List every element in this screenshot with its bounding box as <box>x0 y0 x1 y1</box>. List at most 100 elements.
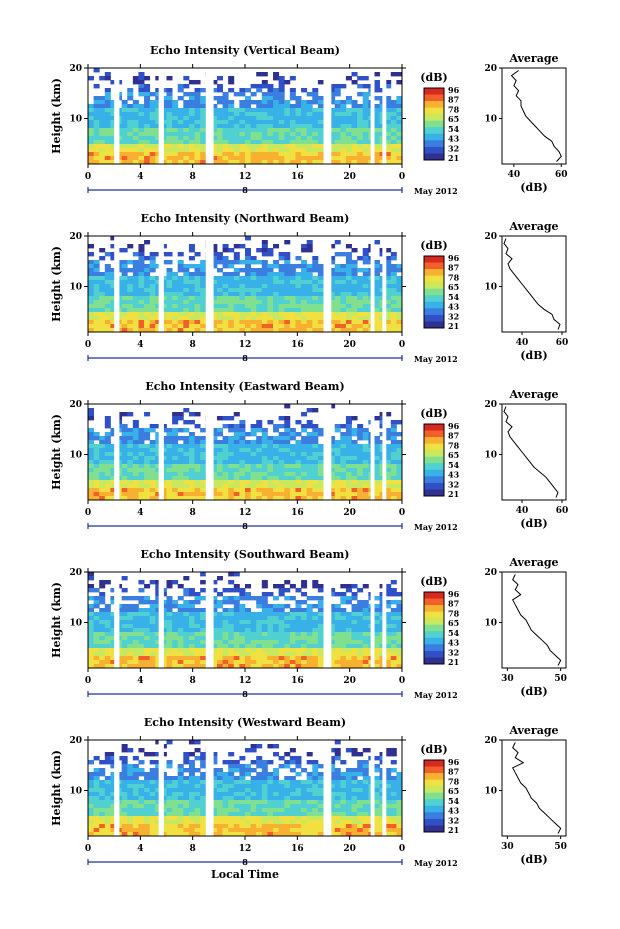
heatmap-cell <box>295 624 302 629</box>
heatmap-cell <box>121 316 128 321</box>
heatmap-cell <box>183 284 190 289</box>
heatmap-cell <box>267 452 274 457</box>
heatmap-cell <box>216 316 223 321</box>
heatmap-cell <box>211 792 218 797</box>
heatmap-cell <box>334 300 341 305</box>
heatmap-cell <box>357 428 364 433</box>
heatmap-cell <box>183 452 190 457</box>
heatmap-cell <box>228 476 235 481</box>
heatmap-cell <box>390 472 397 477</box>
heatmap-cell <box>357 112 364 117</box>
heatmap-cell <box>329 776 336 781</box>
heatmap-cell <box>256 744 263 749</box>
heatmap-cell <box>138 248 145 253</box>
heatmap-cell <box>138 432 145 437</box>
heatmap-cell <box>250 116 257 121</box>
heatmap-cell <box>166 272 173 277</box>
heatmap-cell <box>138 452 145 457</box>
heatmap-cell <box>149 128 156 133</box>
heatmap-cell <box>278 328 285 333</box>
heatmap-cell <box>172 656 179 661</box>
heatmap-cell <box>188 312 195 317</box>
heatmap-cell <box>177 324 184 329</box>
heatmap-cell <box>245 656 252 661</box>
heatmap-cell <box>194 320 201 325</box>
heatmap-cell <box>183 120 190 125</box>
heatmap-cell <box>200 656 207 661</box>
heatmap-cell <box>188 152 195 157</box>
heatmap-cell <box>351 644 358 649</box>
heatmap-cell <box>295 468 302 473</box>
heatmap-cell <box>357 644 364 649</box>
heatmap-cell <box>149 652 156 657</box>
heatmap-cell <box>160 652 167 657</box>
heatmap-cell <box>183 104 190 109</box>
heatmap-cell <box>233 268 240 273</box>
heatmap-cell <box>362 284 369 289</box>
heatmap-cell <box>390 796 397 801</box>
heatmap-cell <box>317 776 324 781</box>
heatmap-cell <box>267 796 274 801</box>
heatmap-cell <box>188 104 195 109</box>
heatmap-cell <box>138 116 145 121</box>
heatmap-cell <box>334 460 341 465</box>
heatmap-cell <box>177 496 184 501</box>
heatmap-cell <box>104 436 111 441</box>
heatmap-cell <box>93 588 100 593</box>
heatmap-cell <box>312 324 319 329</box>
heatmap-cell <box>138 260 145 265</box>
heatmap-cell <box>396 152 403 157</box>
heatmap-cell <box>295 448 302 453</box>
heatmap-cell <box>250 784 257 789</box>
heatmap-cell <box>188 128 195 133</box>
heatmap-cell <box>99 580 106 585</box>
heatmap-cell <box>222 320 229 325</box>
heatmap-cell <box>351 788 358 793</box>
heatmap-cell <box>155 296 162 301</box>
heatmap-cell <box>278 792 285 797</box>
heatmap-cell <box>172 108 179 113</box>
heatmap-cell <box>110 104 117 109</box>
heatmap-cell <box>385 480 392 485</box>
heatmap-cell <box>357 312 364 317</box>
heatmap-cell <box>340 488 347 493</box>
heatmap-cell <box>144 796 151 801</box>
heatmap-cell <box>256 72 263 77</box>
heatmap-cell <box>284 140 291 145</box>
heatmap-cell <box>396 480 403 485</box>
heatmap-cell <box>334 252 341 257</box>
heatmap-cell <box>200 260 207 265</box>
heatmap-cell <box>345 256 352 261</box>
y-tick-label: 10 <box>69 115 82 125</box>
heatmap-cell <box>160 424 167 429</box>
heatmap-cell <box>200 152 207 157</box>
heatmap-cell <box>149 104 156 109</box>
heatmap-cell <box>261 316 268 321</box>
heatmap-cell <box>183 656 190 661</box>
heatmap-cell <box>88 632 95 637</box>
heatmap-cell <box>385 784 392 789</box>
heatmap-cell <box>390 580 397 585</box>
heatmap-cell <box>93 140 100 145</box>
colorbar-swatch <box>424 476 444 484</box>
heatmap-cell <box>340 464 347 469</box>
heatmap-cell <box>188 760 195 765</box>
heatmap-cell <box>228 260 235 265</box>
heatmap-cell <box>261 464 268 469</box>
heatmap-cell <box>329 328 336 333</box>
heatmap-cell <box>88 596 95 601</box>
avg-x-tick-label: 40 <box>516 506 529 516</box>
heatmap-cell <box>155 764 162 769</box>
heatmap-cell <box>267 448 274 453</box>
heatmap-cell <box>228 480 235 485</box>
heatmap-cell <box>273 772 280 777</box>
heatmap-cell <box>183 440 190 445</box>
heatmap-cell <box>211 784 218 789</box>
heatmap-cell <box>261 792 268 797</box>
heatmap-cell <box>278 256 285 261</box>
heatmap-cell <box>222 620 229 625</box>
x-tick-label: 0 <box>399 676 405 686</box>
heatmap-cell <box>351 660 358 665</box>
heatmap-cell <box>306 112 313 117</box>
